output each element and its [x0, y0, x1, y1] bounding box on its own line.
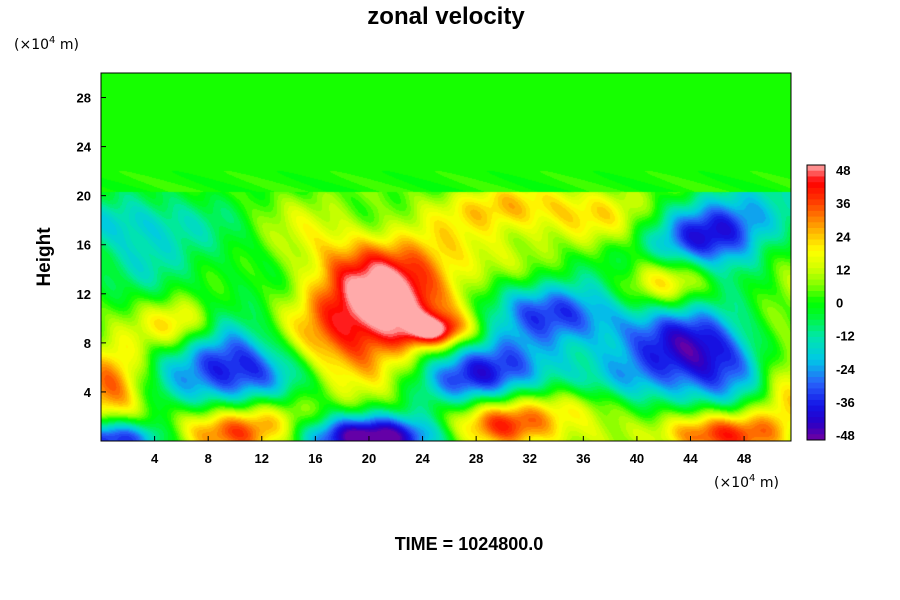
- colorbar-band: [807, 216, 825, 223]
- colorbar-band: [807, 205, 825, 212]
- x-tick-label: 36: [576, 451, 590, 466]
- colorbar-tick-label: 0: [836, 296, 843, 311]
- colorbar-band: [807, 359, 825, 367]
- time-label: TIME = 1024800.0: [395, 534, 544, 554]
- colorbar-band: [807, 165, 825, 172]
- colorbar-band: [807, 336, 825, 344]
- colorbar-tick-label: 36: [836, 196, 850, 211]
- colorbar-band: [807, 245, 825, 252]
- colorbar-band: [807, 319, 825, 326]
- x-tick-label: 48: [737, 451, 751, 466]
- colorbar-tick-label: -24: [836, 362, 856, 377]
- x-tick-label: 44: [683, 451, 698, 466]
- x-tick-label: 20: [362, 451, 376, 466]
- colorbar-band: [807, 285, 825, 292]
- colorbar-band: [807, 268, 825, 275]
- colorbar-band: [807, 331, 825, 338]
- colorbar-tick-label: -36: [836, 395, 855, 410]
- plot-area: [100, 72, 792, 442]
- y-tick-label: 16: [77, 238, 91, 253]
- colorbar-band: [807, 233, 825, 240]
- colorbar-band: [807, 256, 825, 263]
- colorbar-band: [807, 348, 825, 355]
- x-tick-label: 28: [469, 451, 483, 466]
- colorbar-band: [807, 388, 825, 395]
- y-tick-label: 24: [77, 140, 92, 155]
- y-tick-label: 8: [84, 336, 91, 351]
- colorbar-band: [807, 371, 825, 378]
- colorbar-band: [807, 313, 825, 321]
- x-tick-label: 24: [415, 451, 430, 466]
- colorbar-band: [807, 422, 825, 430]
- colorbar-band: [807, 342, 825, 349]
- colorbar-tick-label: 48: [836, 163, 850, 178]
- colorbar-band: [807, 291, 825, 298]
- colorbar-band: [807, 262, 825, 269]
- y-tick-label: 28: [77, 91, 91, 106]
- y-tick-label: 20: [77, 189, 91, 204]
- colorbar-band: [807, 308, 825, 315]
- colorbar-tick-label: -12: [836, 329, 855, 344]
- x-tick-label: 16: [308, 451, 322, 466]
- plot-frame: [100, 72, 792, 442]
- colorbar-tick-label: -48: [836, 428, 855, 443]
- colorbar-band: [807, 279, 825, 286]
- colorbar-band: [807, 382, 825, 389]
- y-tick-label: 4: [84, 385, 92, 400]
- x-tick-label: 40: [630, 451, 644, 466]
- heatmap-field: [101, 73, 791, 441]
- colorbar-band: [807, 182, 825, 189]
- x-axis-ticks: 4 8 12 16 20 24 28 32 36 40 44 48: [151, 436, 751, 466]
- colorbar-band: [807, 250, 825, 258]
- colorbar-band: [807, 394, 825, 401]
- colorbar-band: [807, 187, 825, 195]
- colorbar-band: [807, 296, 825, 303]
- colorbar-band: [807, 199, 825, 206]
- colorbar-band: [807, 325, 825, 332]
- x-tick-label: 32: [523, 451, 537, 466]
- colorbar-band: [807, 434, 825, 441]
- colorbar: [806, 164, 826, 441]
- y-unit-label: (×104 m): [14, 35, 79, 53]
- y-axis-ticks: 4 8 12 16 20 24 28: [77, 91, 106, 400]
- colorbar-band: [807, 376, 825, 384]
- colorbar-frame: [806, 164, 826, 441]
- x-tick-label: 12: [255, 451, 269, 466]
- colorbar-band: [807, 365, 825, 372]
- colorbar-band: [807, 210, 825, 218]
- colorbar-tick-labels: 48 36 24 12 0 -12 -24 -36 -48: [836, 163, 856, 443]
- x-tick-label: 4: [151, 451, 159, 466]
- colorbar-band: [807, 228, 825, 235]
- colorbar-band: [807, 405, 825, 412]
- colorbar-tick-label: 12: [836, 262, 850, 277]
- colorbar-band: [807, 176, 825, 183]
- colorbar-band: [807, 302, 825, 309]
- colorbar-band: [807, 239, 825, 246]
- chart-title: zonal velocity: [367, 3, 525, 30]
- colorbar-band: [807, 354, 825, 361]
- colorbar-band: [807, 428, 825, 435]
- colorbar-band: [807, 273, 825, 281]
- colorbar-band: [807, 222, 825, 229]
- y-tick-label: 12: [77, 287, 91, 302]
- colorbar-band: [807, 417, 825, 424]
- colorbar-band: [807, 399, 825, 407]
- colorbar-band: [807, 193, 825, 200]
- colorbar-tick-label: 24: [836, 229, 851, 244]
- x-unit-label: (×104 m): [714, 473, 779, 491]
- colorbar-band: [807, 170, 825, 177]
- colorbar-band: [807, 411, 825, 418]
- x-tick-label: 8: [205, 451, 212, 466]
- y-axis-label: Height: [34, 227, 55, 287]
